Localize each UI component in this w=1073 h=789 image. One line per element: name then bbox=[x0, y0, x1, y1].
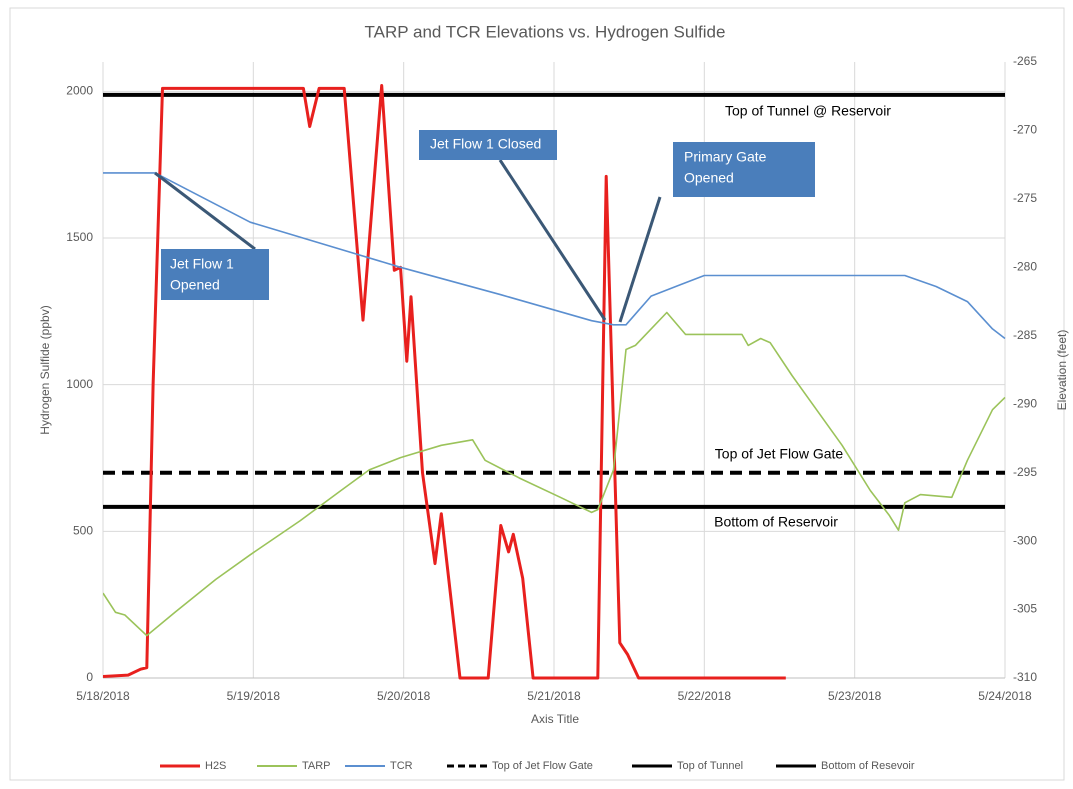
y-tick-label: 1000 bbox=[66, 377, 93, 391]
x-tick-label: 5/22/2018 bbox=[678, 689, 732, 703]
y2-tick-label: -280 bbox=[1013, 260, 1037, 274]
y-tick-label: 0 bbox=[86, 670, 93, 684]
callout-text: Jet Flow 1 Closed bbox=[430, 136, 541, 152]
y2-tick-label: -285 bbox=[1013, 328, 1037, 342]
x-tick-label: 5/21/2018 bbox=[527, 689, 581, 703]
y2-tick-label: -265 bbox=[1013, 54, 1037, 68]
callout-text: Jet Flow 1 bbox=[170, 256, 234, 272]
y-tick-label: 2000 bbox=[66, 84, 93, 98]
annotation: Top of Jet Flow Gate bbox=[715, 446, 844, 462]
callout-text: Primary Gate bbox=[684, 149, 767, 165]
callout-box bbox=[161, 249, 269, 300]
legend-label: H2S bbox=[205, 760, 226, 772]
annotation: Bottom of Reservoir bbox=[714, 514, 838, 530]
y-tick-label: 500 bbox=[73, 524, 93, 538]
annotation: Top of Tunnel @ Reservoir bbox=[725, 103, 891, 119]
series-line bbox=[103, 84, 786, 680]
y2-tick-label: -270 bbox=[1013, 123, 1037, 137]
y-axis-title: Hydrogen Sulfide (ppbv) bbox=[38, 305, 52, 434]
x-tick-label: 5/23/2018 bbox=[828, 689, 882, 703]
callout-text: Opened bbox=[170, 277, 220, 293]
legend-label: Top of Tunnel bbox=[677, 760, 743, 772]
y-tick-label: 1500 bbox=[66, 230, 93, 244]
chart-title: TARP and TCR Elevations vs. Hydrogen Sul… bbox=[365, 22, 726, 41]
legend-label: TARP bbox=[302, 760, 331, 772]
y2-tick-label: -310 bbox=[1013, 670, 1037, 684]
x-tick-label: 5/20/2018 bbox=[377, 689, 431, 703]
y2-tick-label: -300 bbox=[1013, 533, 1037, 547]
x-axis-title: Axis Title bbox=[531, 712, 579, 726]
x-tick-label: 5/24/2018 bbox=[978, 689, 1032, 703]
chart-border bbox=[9, 7, 1065, 781]
series-line bbox=[103, 172, 1006, 340]
callout-pointer bbox=[618, 196, 662, 323]
callout-box bbox=[673, 142, 815, 197]
callout-pointer bbox=[498, 159, 607, 321]
y2-tick-label: -290 bbox=[1013, 396, 1037, 410]
x-tick-label: 5/19/2018 bbox=[227, 689, 281, 703]
callout-text: Opened bbox=[684, 170, 734, 186]
legend-label: TCR bbox=[390, 760, 413, 772]
legend-label: Bottom of Resevoir bbox=[821, 760, 915, 772]
plot-area bbox=[103, 84, 1006, 680]
callout-pointer bbox=[154, 171, 256, 251]
y2-tick-label: -275 bbox=[1013, 191, 1037, 205]
y2-tick-label: -305 bbox=[1013, 602, 1037, 616]
x-tick-label: 5/18/2018 bbox=[76, 689, 130, 703]
y2-tick-label: -295 bbox=[1013, 465, 1037, 479]
callout-box bbox=[419, 130, 557, 160]
series-line bbox=[103, 311, 1006, 637]
legend-label: Top of Jet Flow Gate bbox=[492, 760, 593, 772]
y2-axis-title: Elevation (feet) bbox=[1055, 330, 1069, 411]
